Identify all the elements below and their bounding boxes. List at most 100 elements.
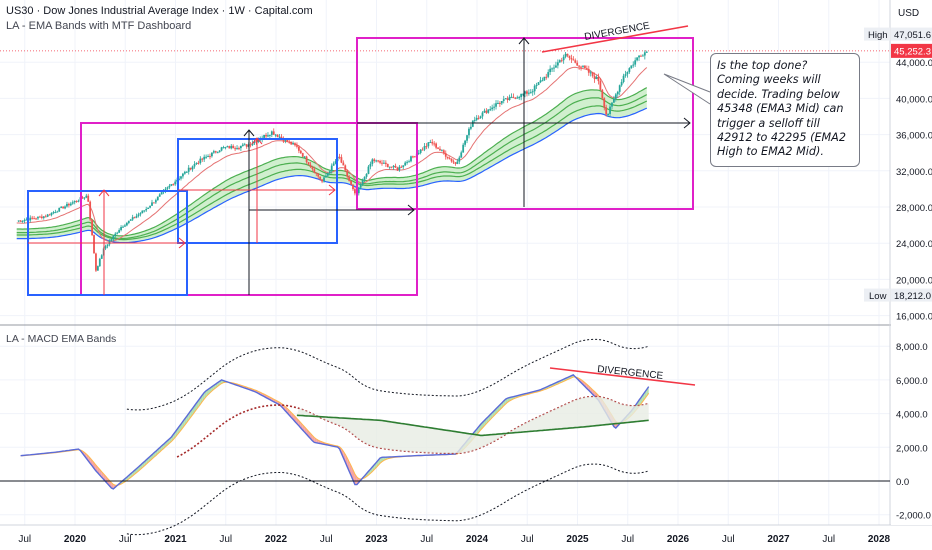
candle-body bbox=[183, 171, 186, 174]
candle-body bbox=[539, 80, 542, 83]
candle-body bbox=[158, 194, 161, 197]
candle-body bbox=[125, 222, 128, 226]
candle-body bbox=[638, 55, 640, 58]
time-axis: Jul 2020 Jul 2021 Jul 2022 Jul 2023 Jul 2024 Jul 20… bbox=[18, 534, 890, 545]
candle-body bbox=[512, 96, 515, 98]
candle-body bbox=[137, 214, 140, 216]
candle-body bbox=[87, 195, 90, 202]
candle-body bbox=[96, 266, 99, 271]
time-tick-label: 2021 bbox=[164, 534, 187, 545]
candle-body bbox=[85, 195, 88, 198]
candle-body bbox=[305, 156, 308, 163]
candle-body bbox=[147, 207, 150, 209]
candle-body bbox=[462, 144, 465, 153]
candle-body bbox=[319, 176, 322, 180]
callout-note[interactable]: Is the top done? Coming weeks will decid… bbox=[710, 53, 860, 167]
candle-body bbox=[388, 166, 391, 168]
candle-body bbox=[555, 65, 557, 68]
candle-body bbox=[497, 102, 499, 104]
candle-body bbox=[531, 91, 534, 93]
candle-body bbox=[323, 177, 325, 182]
candle-body bbox=[129, 219, 132, 221]
candle-body bbox=[628, 68, 631, 72]
candle-body bbox=[191, 166, 194, 170]
arrow-head bbox=[98, 189, 110, 197]
candle-body bbox=[332, 163, 335, 166]
candle-body bbox=[62, 206, 64, 209]
candle-body bbox=[429, 141, 432, 143]
candle-body bbox=[609, 106, 611, 114]
candle-body bbox=[19, 220, 22, 222]
price-tick-label: 36,000.0 bbox=[896, 131, 932, 142]
candle-body bbox=[483, 110, 486, 113]
candle-body bbox=[257, 139, 260, 142]
candle-body bbox=[607, 113, 610, 115]
candle-body bbox=[475, 117, 478, 120]
candle-body bbox=[350, 180, 352, 185]
macd-slow-fill bbox=[296, 396, 649, 454]
candle-body bbox=[481, 112, 484, 117]
time-tick-label: 2020 bbox=[64, 534, 87, 545]
candle-body bbox=[572, 59, 575, 61]
candle-body bbox=[164, 188, 167, 191]
candle-body bbox=[224, 147, 227, 149]
candle-body bbox=[93, 235, 95, 254]
candle-body bbox=[441, 150, 443, 152]
candle-body bbox=[17, 220, 20, 222]
candle-body bbox=[149, 205, 151, 208]
time-tick-label: Jul bbox=[320, 534, 333, 545]
macd-tick-label: -2,000.0 bbox=[896, 511, 931, 522]
candle-body bbox=[630, 65, 633, 69]
candle-body bbox=[83, 197, 86, 199]
currency-label: USD bbox=[898, 8, 919, 19]
price-tick-label: 16,000.0 bbox=[896, 312, 932, 323]
candle-body bbox=[448, 158, 451, 160]
candle-body bbox=[400, 166, 403, 168]
price-tick-label: 24,000.0 bbox=[896, 239, 932, 250]
ema-band-fill bbox=[16, 87, 647, 243]
candle-body bbox=[437, 147, 439, 149]
candle-body bbox=[386, 164, 389, 168]
candle-body bbox=[352, 184, 354, 190]
candle-body bbox=[570, 58, 573, 60]
candle-body bbox=[611, 102, 613, 107]
candle-body bbox=[280, 136, 283, 139]
candle-body bbox=[23, 220, 26, 222]
drawing-tools[interactable]: DIVERGENCE DIVERGENCE bbox=[0, 21, 890, 482]
price-tick-label: 40,000.0 bbox=[896, 94, 932, 105]
candle-body bbox=[354, 189, 356, 194]
candle-body bbox=[535, 85, 538, 87]
candle-body bbox=[253, 141, 256, 144]
candle-body bbox=[506, 98, 509, 101]
candle-body bbox=[267, 135, 269, 137]
candle-body bbox=[243, 144, 246, 146]
candle-body bbox=[543, 76, 546, 81]
candle-body bbox=[342, 162, 345, 166]
candle-body bbox=[469, 126, 472, 129]
indicator-legend-bottom[interactable]: LA - MACD EMA Bands bbox=[6, 333, 117, 345]
candle-body bbox=[477, 117, 480, 119]
candle-body bbox=[564, 53, 567, 57]
candle-body bbox=[439, 148, 441, 151]
candle-body bbox=[419, 149, 422, 153]
candle-body bbox=[408, 161, 410, 163]
candle-body bbox=[340, 157, 343, 163]
indicator-legend-top[interactable]: LA - EMA Bands with MTF Dashboard bbox=[6, 20, 192, 32]
candle-body bbox=[520, 93, 523, 98]
candle-body bbox=[228, 146, 231, 149]
candle-body bbox=[106, 244, 109, 247]
candle-body bbox=[58, 207, 61, 212]
callout-pointer bbox=[663, 73, 711, 105]
time-tick-label: 2028 bbox=[868, 534, 891, 545]
candle-body bbox=[498, 102, 501, 104]
candle-body bbox=[290, 141, 293, 145]
candle-body bbox=[116, 232, 119, 234]
candle-body bbox=[446, 156, 449, 159]
candle-body bbox=[514, 97, 517, 99]
candle-body bbox=[574, 60, 577, 63]
high-label-bg bbox=[864, 27, 890, 41]
candle-body bbox=[156, 196, 159, 201]
candle-body bbox=[645, 51, 648, 53]
candle-body bbox=[471, 120, 474, 127]
